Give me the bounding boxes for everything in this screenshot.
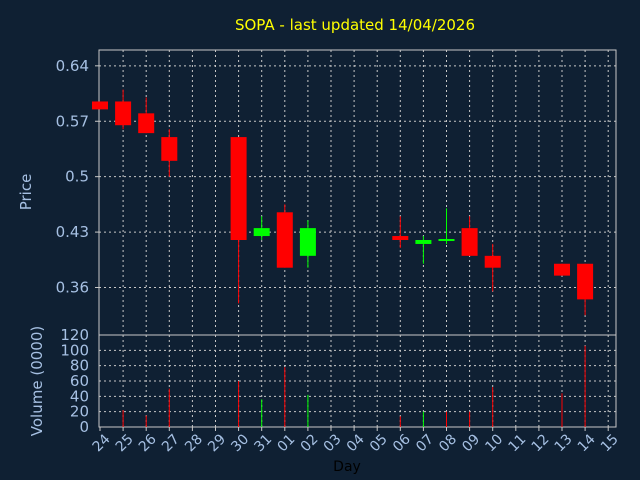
x-tick-label: 06 [390, 431, 414, 455]
price-y-ticks: 0.64 0.57 0.5 0.43 0.36 [56, 57, 99, 297]
candle [392, 216, 409, 248]
price-tick-label: 0.43 [56, 223, 89, 241]
x-tick-label: 03 [321, 431, 345, 455]
volume-axis-label: Volume (0000) [28, 326, 46, 436]
candle [230, 137, 247, 304]
x-tick-label: 02 [298, 431, 322, 455]
candle-body [138, 113, 155, 134]
chart-title: SOPA - last updated 14/04/2026 [235, 16, 475, 34]
candle [276, 204, 293, 268]
price-plot-frame [98, 49, 617, 336]
candle-body [115, 101, 132, 126]
candle-body [253, 228, 270, 237]
volume-tick-label: 80 [70, 357, 89, 375]
x-tick-label: 01 [274, 431, 298, 455]
candle [438, 208, 455, 244]
price-tick-label: 0.36 [56, 279, 89, 297]
x-tick-label: 12 [529, 431, 553, 455]
x-tick-label: 10 [482, 431, 506, 455]
candle [115, 89, 132, 130]
volume-bars [122, 345, 586, 427]
price-grid [99, 50, 616, 335]
candle-body [299, 228, 316, 256]
x-tick-label: 07 [413, 431, 437, 455]
x-tick-label: 28 [182, 431, 206, 455]
candle [161, 129, 178, 177]
volume-tick-label: 60 [70, 372, 89, 390]
x-tick-label: 04 [344, 431, 368, 455]
x-tick-label: 26 [136, 431, 160, 455]
x-tick-label: 31 [251, 431, 275, 455]
x-tick-label: 13 [552, 431, 576, 455]
volume-tick-label: 40 [70, 387, 89, 405]
candles [92, 89, 594, 316]
candle [577, 263, 594, 316]
candle [554, 263, 570, 276]
x-axis-ticks: 24 25 26 27 28 29 30 31 01 02 03 04 05 06 07 08 09 10 11 12… [90, 427, 622, 455]
price-tick-label: 0.57 [56, 112, 89, 130]
candle-body [554, 263, 570, 276]
x-axis-label: Day [333, 459, 361, 475]
candle [92, 101, 108, 110]
x-tick-label: 24 [90, 431, 114, 455]
candle-body [92, 101, 108, 110]
x-tick-label: 09 [459, 431, 483, 455]
candle-body [392, 236, 409, 240]
x-tick-label: 27 [159, 431, 183, 455]
x-tick-label: 15 [598, 431, 622, 455]
x-tick-label: 14 [575, 431, 599, 455]
candle [484, 243, 501, 292]
x-tick-label: 25 [113, 431, 137, 455]
candle [138, 97, 155, 134]
price-tick-label: 0.5 [65, 168, 89, 186]
candle [299, 220, 316, 268]
x-tick-label: 08 [436, 431, 460, 455]
volume-tick-label: 100 [60, 341, 89, 359]
candle-body [161, 137, 178, 161]
volume-tick-label: 0 [79, 418, 89, 436]
x-tick-label: 05 [367, 431, 391, 455]
x-tick-label: 11 [505, 431, 529, 455]
price-axis-label: Price [17, 174, 35, 211]
candle-body [230, 137, 247, 240]
candle-body [276, 212, 293, 268]
volume-tick-label: 120 [60, 326, 89, 344]
volume-grid [99, 335, 616, 427]
candle-body [415, 240, 432, 244]
candle [415, 236, 432, 264]
x-tick-label: 29 [205, 431, 229, 455]
candle-body [577, 263, 594, 300]
volume-tick-label: 20 [70, 403, 89, 421]
candle-body [461, 228, 478, 256]
x-tick-label: 30 [228, 431, 252, 455]
candle-body [484, 255, 501, 268]
candle [461, 216, 478, 256]
price-panel: 0.64 0.57 0.5 0.43 0.36 Price [17, 49, 617, 336]
price-tick-label: 0.64 [56, 57, 89, 75]
candle [253, 216, 270, 240]
